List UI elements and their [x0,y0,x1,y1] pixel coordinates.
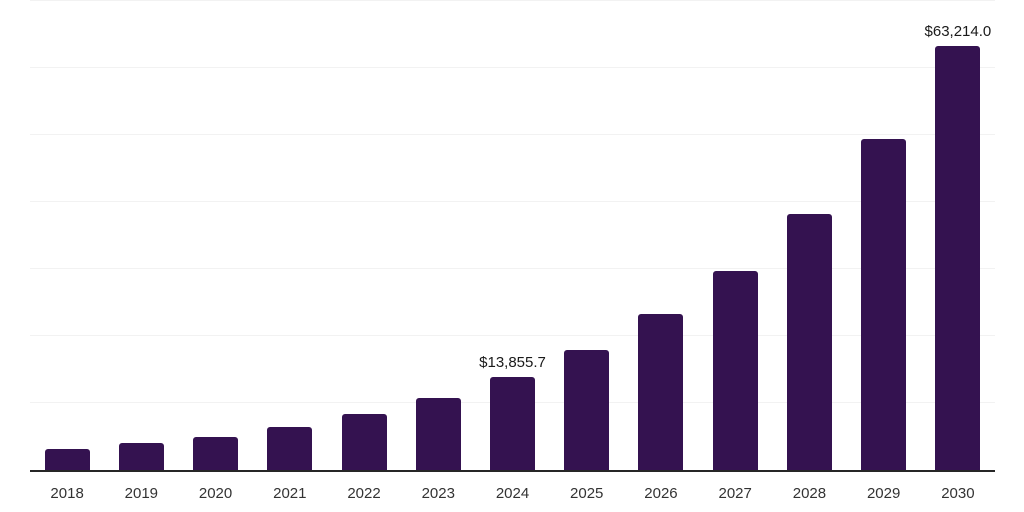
x-tick-2030: 2030 [941,485,975,502]
x-tick-2021: 2021 [273,485,307,502]
bar-2029 [861,139,907,470]
gridline [30,201,995,202]
bar-value-label-2024: $13,855.7 [479,354,546,372]
x-tick-2018: 2018 [50,485,84,502]
bar-2026 [638,314,684,470]
bar-2028 [786,214,832,470]
bar-2020 [193,436,239,470]
gridline [30,0,995,1]
bar-2023 [415,397,461,470]
x-tick-2020: 2020 [198,485,233,502]
bar-value-label-2030: $63,214.0 [924,23,992,41]
x-tick-2029: 2029 [866,485,901,502]
x-tick-2022: 2022 [347,485,381,502]
bar-2027 [712,271,758,470]
bar-2024 [490,377,535,470]
plot-area: $13,855.7 $63,214.0 [30,0,995,472]
bar-2019 [118,443,164,470]
x-tick-2025: 2025 [570,485,604,502]
bar-2022 [341,414,387,470]
x-tick-2027: 2027 [718,485,752,502]
x-tick-2023: 2023 [421,485,455,502]
gridline [30,67,995,68]
x-axis: 2018 2019 2020 2021 2022 2023 2024 2025 2026 2027… [30,483,995,505]
bar-2018 [44,449,90,470]
gridline [30,134,995,135]
x-tick-2024: 2024 [495,485,530,502]
x-tick-2026: 2026 [644,485,678,502]
x-tick-2028: 2028 [792,485,827,502]
gridline [30,268,995,269]
bar-2021 [267,426,313,470]
bar-2030 [935,46,981,470]
x-tick-2019: 2019 [124,485,159,502]
bar-2025 [564,350,610,470]
gridline [30,335,995,336]
